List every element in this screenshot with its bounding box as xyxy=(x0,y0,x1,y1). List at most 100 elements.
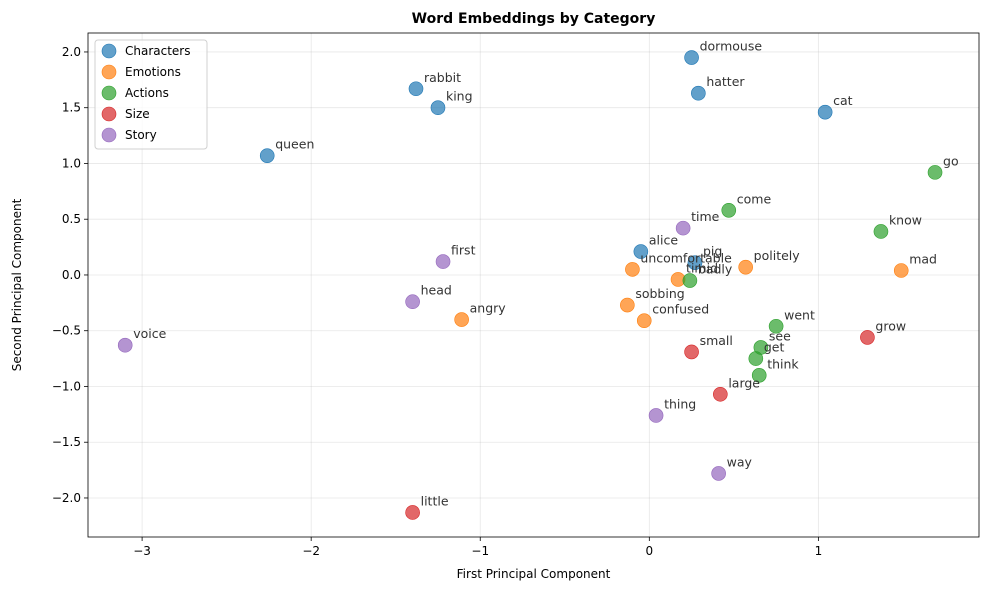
point-label-grow: grow xyxy=(875,318,906,333)
y-tick-label: −1.0 xyxy=(52,379,81,393)
data-point-know xyxy=(873,224,889,239)
x-tick-label: −2 xyxy=(302,544,320,558)
data-point-queen xyxy=(259,148,275,163)
point-label-hatter: hatter xyxy=(706,74,745,89)
data-point-head xyxy=(405,294,420,310)
data-point-badly xyxy=(682,273,698,288)
data-point-angry xyxy=(454,312,469,327)
point-label-mad: mad xyxy=(909,252,937,267)
x-tick-label: −1 xyxy=(471,544,489,558)
point-label-went: went xyxy=(784,307,815,322)
point-label-rabbit: rabbit xyxy=(424,70,461,85)
point-label-get: get xyxy=(764,340,785,355)
data-point-go xyxy=(927,165,943,180)
legend-label-size: Size xyxy=(125,107,150,121)
y-tick-label: −1.5 xyxy=(52,435,81,449)
point-label-thing: thing xyxy=(664,396,696,411)
point-label-confused: confused xyxy=(652,302,709,317)
data-point-way xyxy=(711,466,726,481)
point-label-dormouse: dormouse xyxy=(700,39,763,54)
point-label-first: first xyxy=(451,243,476,258)
data-point-went xyxy=(768,318,784,334)
data-point-first xyxy=(435,254,451,269)
legend: Characters Emotions Actions Size Story xyxy=(94,39,208,150)
x-tick-label: −3 xyxy=(133,544,151,558)
data-point-large xyxy=(713,386,728,402)
y-axis-ticks: −2.0 −1.5 −1.0 −0.5 0.0 0.5 1.0 1.5 2.0 xyxy=(52,45,88,505)
point-label-large: large xyxy=(728,375,760,390)
data-point-voice xyxy=(117,337,133,353)
point-label-small: small xyxy=(700,333,733,348)
x-axis-ticks: −3 −2 −1 0 1 xyxy=(133,537,822,558)
data-point-alice xyxy=(633,244,649,259)
y-tick-label: 2.0 xyxy=(62,45,81,59)
data-point-thing xyxy=(648,408,664,423)
data-point-hatter xyxy=(691,85,706,101)
data-point-politely xyxy=(738,259,753,275)
point-label-angry: angry xyxy=(470,301,507,316)
legend-label-actions: Actions xyxy=(125,86,169,100)
data-point-time xyxy=(675,220,691,236)
y-tick-label: 0.5 xyxy=(62,212,81,226)
point-label-know: know xyxy=(889,212,922,227)
data-point-get xyxy=(748,351,764,366)
point-label-badly: badly xyxy=(698,262,733,277)
point-label-timid: timid xyxy=(686,260,718,275)
legend-marker-actions xyxy=(101,85,117,101)
data-point-pig xyxy=(687,255,703,270)
point-label-head: head xyxy=(421,283,452,298)
data-point-mad xyxy=(893,263,909,278)
y-tick-label: −0.5 xyxy=(52,324,81,338)
data-point-king xyxy=(430,100,446,116)
point-label-time: time xyxy=(691,209,720,224)
point-label-pig: pig xyxy=(703,244,722,259)
data-point-small xyxy=(684,344,699,360)
point-label-see: see xyxy=(769,328,791,343)
data-point-grow xyxy=(860,330,875,345)
y-axis-label: Second Principal Component xyxy=(10,198,24,371)
legend-label-emotions: Emotions xyxy=(125,65,181,79)
data-points xyxy=(117,50,943,520)
point-label-uncomfortable: uncomfortable xyxy=(640,250,732,265)
point-labels: dormouse rabbit hatter king cat queen alice pig… xyxy=(133,39,958,509)
point-label-politely: politely xyxy=(754,248,801,263)
point-label-alice: alice xyxy=(649,233,678,248)
legend-box xyxy=(94,39,208,150)
data-point-sobbing xyxy=(620,297,635,313)
data-point-think xyxy=(751,368,767,383)
plot-frame xyxy=(87,32,980,538)
point-label-queen: queen xyxy=(275,137,314,152)
data-point-come xyxy=(721,202,737,218)
data-point-confused xyxy=(636,313,652,328)
chart-title: Word Embeddings by Category xyxy=(412,11,656,27)
legend-marker-characters xyxy=(101,43,117,59)
legend-label-story: Story xyxy=(125,128,157,142)
y-tick-label: 1.0 xyxy=(62,156,81,170)
legend-label-characters: Characters xyxy=(125,44,191,58)
x-tick-label: 1 xyxy=(815,544,823,558)
data-point-uncomfortable xyxy=(625,262,640,277)
legend-marker-size xyxy=(101,106,117,122)
point-label-way: way xyxy=(727,454,753,469)
data-point-little xyxy=(405,505,420,520)
data-point-cat xyxy=(817,104,833,120)
data-point-dormouse xyxy=(684,50,699,65)
point-label-sobbing: sobbing xyxy=(635,286,684,301)
legend-marker-story xyxy=(101,127,117,143)
data-point-rabbit xyxy=(408,81,424,97)
y-tick-label: 0.0 xyxy=(62,268,81,282)
point-label-come: come xyxy=(737,191,772,206)
point-label-king: king xyxy=(446,89,473,104)
point-label-cat: cat xyxy=(833,93,853,108)
y-tick-label: 1.5 xyxy=(62,101,81,115)
x-tick-label: 0 xyxy=(645,544,653,558)
point-label-little: little xyxy=(421,493,449,508)
y-tick-label: −2.0 xyxy=(52,491,81,505)
legend-marker-emotions xyxy=(101,64,117,80)
x-axis-label: First Principal Component xyxy=(457,567,611,581)
point-label-go: go xyxy=(943,153,959,168)
point-label-think: think xyxy=(767,356,799,371)
point-label-voice: voice xyxy=(133,326,166,341)
grid xyxy=(88,33,979,537)
